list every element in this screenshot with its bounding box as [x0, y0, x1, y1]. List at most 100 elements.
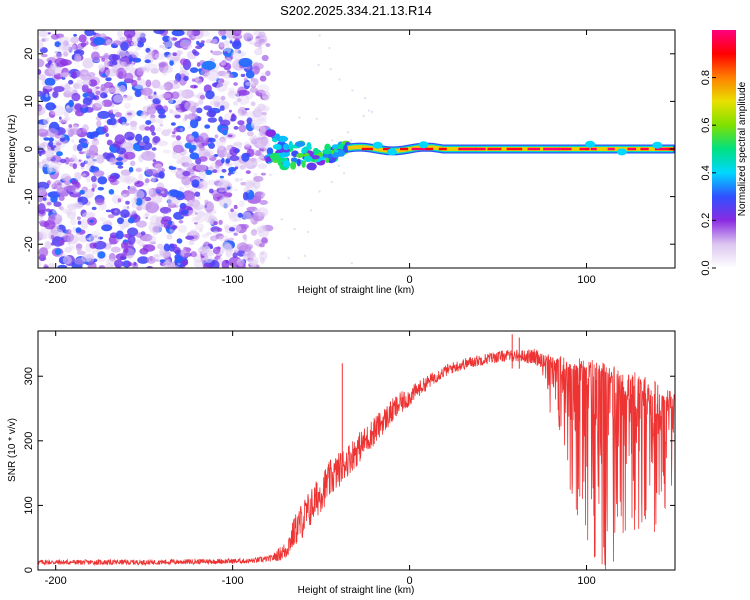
heatmap-cell: [243, 141, 252, 147]
heatmap-cell: [38, 261, 42, 267]
heatmap-cell: [38, 106, 46, 116]
heatmap-cell: [65, 246, 72, 253]
heatmap-cell: [154, 254, 160, 258]
heatmap-cell: [71, 71, 77, 79]
heatmap-cell: [117, 31, 123, 37]
heatmap-cell: [66, 105, 70, 109]
heatmap-cell: [95, 100, 105, 108]
heatmap-cell: [42, 197, 47, 201]
heatmap-cell: [82, 59, 93, 69]
heatmap-region-noise: [38, 30, 374, 268]
heatmap-cell: [311, 155, 320, 160]
heatmap-cell: [245, 170, 251, 175]
heatmap-cell: [229, 155, 240, 162]
heatmap-cell: [241, 152, 250, 162]
heatmap-cell: [97, 186, 105, 191]
heatmap-cell: [303, 155, 313, 163]
heatmap-cell: [215, 163, 220, 169]
heatmap-cell: [257, 207, 269, 217]
heatmap-cell: [252, 65, 260, 75]
heatmap-cell: [221, 35, 227, 40]
heatmap-cell: [87, 88, 93, 94]
heatmap-cell: [163, 223, 171, 229]
heatmap-cell: [251, 135, 259, 147]
heatmap-cell: [38, 123, 44, 130]
heatmap-cell: [364, 97, 367, 100]
heatmap-cell: [129, 185, 136, 192]
heatmap-cell: [98, 64, 106, 72]
heatmap-cell: [151, 194, 163, 204]
heatmap-cell: [242, 211, 252, 220]
heatmap-cell: [53, 180, 63, 190]
heatmap-cell: [161, 216, 172, 222]
heatmap-cell: [43, 124, 48, 128]
heatmap-cell: [136, 67, 144, 76]
heatmap-cell: [76, 250, 86, 255]
heatmap-cell: [199, 146, 206, 151]
heatmap-cell: [221, 157, 225, 164]
heatmap-cell: [48, 141, 54, 147]
heatmap-cell: [232, 252, 238, 259]
heatmap-cell: [72, 226, 77, 230]
colorbar-tick-label: 0.0: [700, 260, 712, 275]
heatmap-cell: [234, 177, 240, 182]
heatmap-cell: [253, 175, 264, 182]
heatmap-cell: [180, 127, 184, 132]
heatmap-cell: [172, 144, 184, 154]
heatmap-cell: [120, 41, 129, 51]
heatmap-cell: [290, 157, 298, 163]
heatmap-cell: [188, 199, 193, 205]
heatmap-cell: [44, 37, 49, 42]
heatmap-cell: [199, 94, 206, 100]
heatmap-cell: [168, 243, 175, 252]
heatmap-cell: [265, 156, 272, 163]
heatmap-cell: [217, 227, 223, 232]
heatmap-cell: [155, 186, 165, 192]
heatmap-cell: [111, 195, 123, 204]
heatmap-cell: [201, 249, 208, 257]
heatmap-cell: [222, 129, 228, 136]
heatmap-cell: [50, 195, 58, 203]
heatmap-y-tick-label: 20: [23, 48, 35, 60]
heatmap-cell: [38, 247, 49, 258]
heatmap-cell: [74, 172, 82, 181]
heatmap-cell: [149, 124, 155, 133]
colorbar: 0.0 0.2 0.4 0.6 0.8 Normalized spectral ampl…: [700, 30, 748, 276]
heatmap-cell: [135, 133, 143, 142]
heatmap-cell: [88, 234, 100, 244]
heatmap-y-tick-label: 0: [23, 146, 35, 152]
snr-x-ticks: -200 -100 0 100: [45, 331, 596, 587]
heatmap-cell: [151, 131, 157, 136]
heatmap-cell: [230, 208, 235, 212]
heatmap-cell: [84, 30, 95, 37]
heatmap-cell: [338, 78, 341, 81]
heatmap-cell: [97, 176, 108, 185]
heatmap-cell: [362, 114, 365, 118]
heatmap-cell: [43, 137, 51, 141]
heatmap-cell: [47, 216, 56, 222]
heatmap-cell: [195, 107, 203, 114]
heatmap-cell: [257, 163, 268, 169]
heatmap-cell: [135, 168, 142, 172]
heatmap-cell: [171, 30, 185, 37]
heatmap-cell: [214, 179, 228, 189]
heatmap-cell: [60, 72, 71, 78]
snr-x-tick-label: -100: [222, 575, 244, 587]
heatmap-cell: [91, 248, 98, 255]
heatmap-cell: [259, 200, 268, 205]
heatmap-cell: [168, 166, 177, 170]
heatmap-cell: [86, 175, 91, 183]
heatmap-cell: [247, 130, 254, 137]
heatmap-cell: [237, 110, 242, 117]
heatmap-cell: [194, 191, 201, 197]
heatmap-cell: [261, 115, 267, 121]
heatmap-cell: [127, 112, 133, 116]
heatmap-cell: [274, 133, 281, 140]
heatmap-cell: [232, 40, 242, 50]
heatmap-cell: [38, 68, 42, 75]
heatmap-cell: [207, 69, 220, 82]
heatmap-cell: [122, 205, 127, 210]
heatmap-cell: [248, 40, 256, 45]
heatmap-cell: [91, 87, 97, 91]
heatmap-cell: [123, 233, 129, 238]
